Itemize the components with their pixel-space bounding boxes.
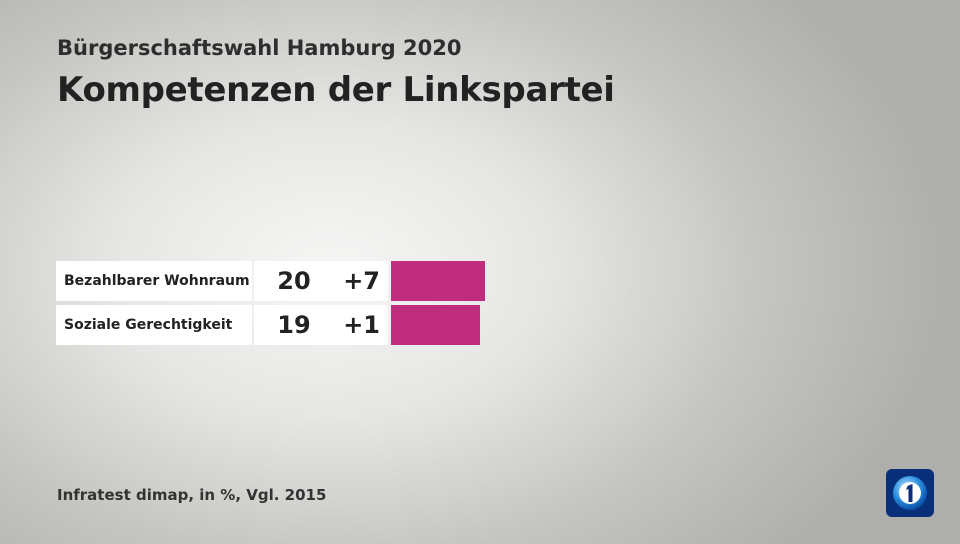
- chart-subtitle: Bürgerschaftswahl Hamburg 2020: [57, 36, 462, 60]
- source-note: Infratest dimap, in %, Vgl. 2015: [57, 486, 327, 504]
- chart-row: Soziale Gerechtigkeit 19 +1: [56, 305, 956, 345]
- category-label: Soziale Gerechtigkeit: [56, 305, 252, 345]
- bar-chart: Bezahlbarer Wohnraum 20 +7 Soziale Gerechti…: [56, 261, 956, 349]
- ard-logo-icon: [886, 469, 934, 517]
- chart-title: Kompetenzen der Linkspartei: [57, 70, 615, 110]
- value-cell: 20 +7: [254, 261, 388, 301]
- value-cell: 19 +1: [254, 305, 388, 345]
- data-label-diff: +1: [343, 311, 380, 339]
- chart-row: Bezahlbarer Wohnraum 20 +7: [56, 261, 956, 301]
- bar: [391, 305, 481, 345]
- bar: [391, 261, 485, 301]
- category-label: Bezahlbarer Wohnraum: [56, 261, 252, 301]
- data-label-value: 20: [277, 267, 311, 295]
- data-label-value: 19: [277, 311, 311, 339]
- data-label-diff: +7: [343, 267, 380, 295]
